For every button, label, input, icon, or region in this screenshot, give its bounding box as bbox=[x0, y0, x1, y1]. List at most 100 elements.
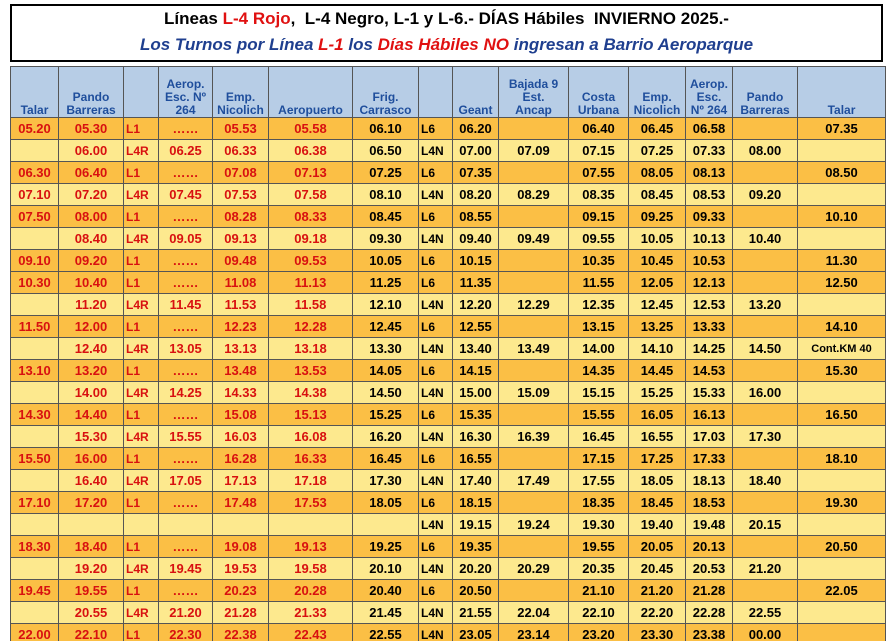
table-cell: L4N bbox=[418, 469, 453, 492]
table-cell bbox=[797, 601, 886, 624]
table-cell: 07.33 bbox=[685, 139, 733, 162]
subtitle-text: Días Hábiles bbox=[377, 35, 479, 54]
table-cell: 21.55 bbox=[452, 601, 499, 624]
table-cell: 07.35 bbox=[452, 161, 499, 184]
table-cell: 08.00 bbox=[732, 139, 798, 162]
title-line: Líneas L-4 Rojo, L-4 Negro, L-1 y L-6.- … bbox=[12, 6, 881, 32]
table-cell bbox=[10, 425, 59, 448]
table-row: 14.30 14.40 L1…… 15.08 15.13 15.25 L6 15.35 15.5… bbox=[10, 403, 886, 426]
table-cell bbox=[797, 425, 886, 448]
table-cell: 16.00 bbox=[732, 381, 798, 404]
table-cell: 14.10 bbox=[797, 315, 886, 338]
table-cell bbox=[498, 359, 569, 382]
table-cell: L1 bbox=[123, 535, 159, 558]
table-cell: …… bbox=[158, 403, 213, 426]
table-cell bbox=[123, 513, 159, 536]
table-cell: Cont.KM 40 bbox=[797, 337, 886, 360]
header-row: Talar Pando Barreras Aerop. Esc. Nº 264 Emp… bbox=[10, 66, 886, 118]
table-cell bbox=[158, 513, 213, 536]
table-cell: 13.20 bbox=[58, 359, 124, 382]
table-cell bbox=[732, 271, 798, 294]
table-cell: 20.53 bbox=[685, 557, 733, 580]
table-cell: 07.10 bbox=[10, 183, 59, 206]
table-cell: 07.20 bbox=[58, 183, 124, 206]
table-row: 08.40 L4R 09.05 09.13 09.18 09.30 L4N 09.40 09.4… bbox=[10, 227, 886, 250]
table-cell: 08.40 bbox=[58, 227, 124, 250]
table-cell: L4N bbox=[418, 425, 453, 448]
table-cell: 11.55 bbox=[568, 271, 629, 294]
table-cell: 19.48 bbox=[685, 513, 733, 536]
table-row: 10.30 10.40 L1…… 11.08 11.13 11.25 L6 11.35 11.5… bbox=[10, 271, 886, 294]
table-cell: 13.40 bbox=[452, 337, 499, 360]
table-cell: 17.48 bbox=[212, 491, 269, 514]
table-cell: 06.45 bbox=[628, 117, 686, 140]
table-cell: 18.35 bbox=[568, 491, 629, 514]
table-body: 05.20 05.30 L1…… 05.53 05.58 06.10 L6 06.20 06.4… bbox=[10, 117, 886, 641]
subtitle-text: NO bbox=[483, 35, 510, 54]
table-cell: L6 bbox=[418, 271, 453, 294]
table-cell: L1 bbox=[123, 117, 159, 140]
table-cell: L1 bbox=[123, 161, 159, 184]
table-cell: 21.45 bbox=[352, 601, 419, 624]
table-cell: 17.30 bbox=[732, 425, 798, 448]
table-cell: 10.30 bbox=[10, 271, 59, 294]
table-row: 14.00 L4R 14.25 14.33 14.38 14.50 L4N 15.00 15.0… bbox=[10, 381, 886, 404]
table-cell: 10.15 bbox=[452, 249, 499, 272]
table-cell: 09.10 bbox=[10, 249, 59, 272]
table-cell bbox=[732, 359, 798, 382]
table-cell: 22.43 bbox=[268, 623, 353, 641]
table-cell: 14.50 bbox=[732, 337, 798, 360]
table-row: 11.50 12.00 L1…… 12.23 12.28 12.45 L6 12.55 13.1… bbox=[10, 315, 886, 338]
table-cell: L4N bbox=[418, 623, 453, 641]
table-cell bbox=[498, 161, 569, 184]
table-cell: 11.35 bbox=[452, 271, 499, 294]
table-cell: L1 bbox=[123, 403, 159, 426]
table-cell: 09.05 bbox=[158, 227, 213, 250]
table-cell: 11.20 bbox=[58, 293, 124, 316]
table-cell: 06.25 bbox=[158, 139, 213, 162]
table-cell: L1 bbox=[123, 205, 159, 228]
table-cell: 22.55 bbox=[352, 623, 419, 641]
table-cell: 13.13 bbox=[212, 337, 269, 360]
table-cell: 08.50 bbox=[797, 161, 886, 184]
table-cell: 17.49 bbox=[498, 469, 569, 492]
table-cell: 15.30 bbox=[797, 359, 886, 382]
table-cell: L1 bbox=[123, 447, 159, 470]
table-cell: 19.20 bbox=[58, 557, 124, 580]
table-cell: 21.33 bbox=[268, 601, 353, 624]
table-row: 22.00 22.10 L1 22.30 22.38 22.43 22.55 L4N 23.05… bbox=[10, 623, 886, 641]
table-cell: L6 bbox=[418, 205, 453, 228]
table-cell: 06.10 bbox=[352, 117, 419, 140]
table-cell: 09.25 bbox=[628, 205, 686, 228]
table-cell: L4N bbox=[418, 601, 453, 624]
column-header: Aerop. Esc. Nº 264 bbox=[158, 66, 213, 118]
table-cell bbox=[732, 403, 798, 426]
table-cell: L6 bbox=[418, 491, 453, 514]
title-text: , L-4 Negro, L-1 y L-6.- DÍAS Hábiles IN… bbox=[290, 9, 729, 28]
table-cell: 17.25 bbox=[628, 447, 686, 470]
table-cell: 16.08 bbox=[268, 425, 353, 448]
table-cell: 06.20 bbox=[452, 117, 499, 140]
table-cell: 17.55 bbox=[568, 469, 629, 492]
table-cell: 20.50 bbox=[452, 579, 499, 602]
table-cell: 17.33 bbox=[685, 447, 733, 470]
table-cell: 22.20 bbox=[628, 601, 686, 624]
table-cell: 19.40 bbox=[628, 513, 686, 536]
table-cell: 10.05 bbox=[628, 227, 686, 250]
title-box: Líneas L-4 Rojo, L-4 Negro, L-1 y L-6.- … bbox=[10, 4, 883, 62]
table-row: L4N 19.15 19.24 19.30 19.40 19.48 20.15 bbox=[10, 513, 886, 536]
table-cell: 16.33 bbox=[268, 447, 353, 470]
table-cell bbox=[797, 139, 886, 162]
table-cell: 19.55 bbox=[568, 535, 629, 558]
table-cell: …… bbox=[158, 535, 213, 558]
table-cell: 23.14 bbox=[498, 623, 569, 641]
column-header bbox=[418, 66, 453, 118]
table-cell bbox=[498, 535, 569, 558]
table-cell: 08.35 bbox=[568, 183, 629, 206]
table-cell: 13.25 bbox=[628, 315, 686, 338]
table-cell bbox=[732, 447, 798, 470]
table-cell: L4N bbox=[418, 513, 453, 536]
table-cell: 15.15 bbox=[568, 381, 629, 404]
table-row: 19.45 19.55 L1…… 20.23 20.28 20.40 L6 20.50 21.1… bbox=[10, 579, 886, 602]
table-cell: 15.50 bbox=[10, 447, 59, 470]
